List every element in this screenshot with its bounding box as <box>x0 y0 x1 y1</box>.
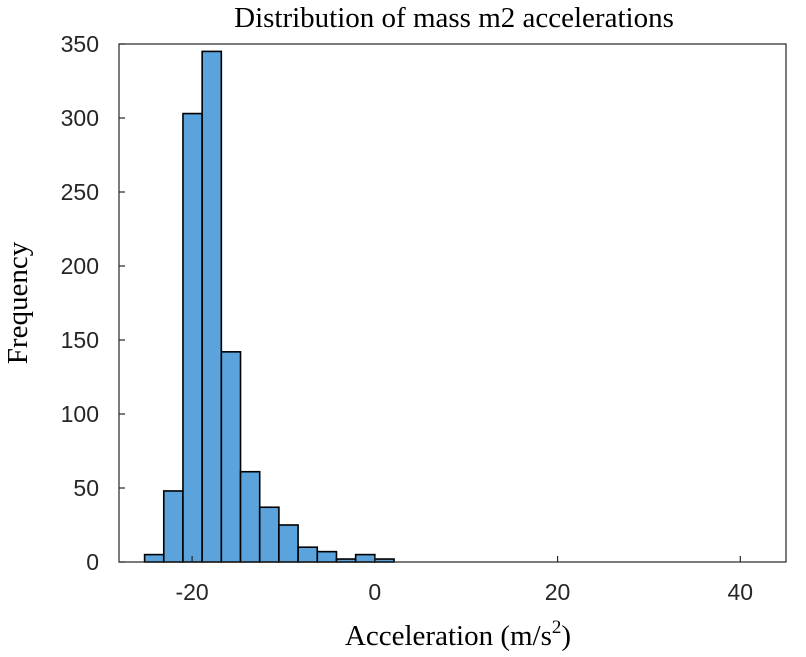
histogram-bar <box>182 112 203 563</box>
x-axis-label-tail: ) <box>561 620 571 652</box>
x-axis-label-superscript: 2 <box>552 617 562 638</box>
x-tick-label: 40 <box>728 579 754 605</box>
histogram-bar <box>316 550 338 563</box>
histogram-bar <box>201 50 223 563</box>
bars-group <box>143 50 395 563</box>
x-axis-label-main: Acceleration (m/s <box>345 620 552 652</box>
y-tick-label: 250 <box>61 179 99 205</box>
y-tick-label: 350 <box>61 31 99 57</box>
y-ticks: 0 50 100 150 200 250 300 350 <box>61 31 125 575</box>
y-axis-label: Frequency <box>2 241 34 364</box>
x-ticks: -20 0 20 40 <box>175 556 753 605</box>
y-tick-label: 150 <box>61 327 99 353</box>
y-tick-label: 300 <box>61 105 99 131</box>
y-tick-label: 50 <box>73 475 99 501</box>
histogram-bar <box>143 553 165 563</box>
histogram-bar <box>354 553 376 563</box>
chart-title: Distribution of mass m2 accelerations <box>234 2 674 34</box>
y-tick-label: 200 <box>61 253 99 279</box>
x-tick-label: 0 <box>368 579 381 605</box>
x-tick-label: -20 <box>175 579 208 605</box>
axes-box <box>118 43 787 563</box>
histogram-bar <box>239 470 261 563</box>
y-tick-label: 100 <box>61 401 99 427</box>
y-tick-label: 0 <box>86 549 99 575</box>
x-axis-label: Acceleration (m/s2) <box>345 617 571 652</box>
histogram-bar <box>162 490 184 563</box>
histogram-bar <box>258 506 280 563</box>
x-tick-label: 20 <box>545 579 571 605</box>
histogram-bar <box>278 524 299 563</box>
histogram-bar <box>220 351 242 563</box>
histogram-bar <box>297 546 319 563</box>
